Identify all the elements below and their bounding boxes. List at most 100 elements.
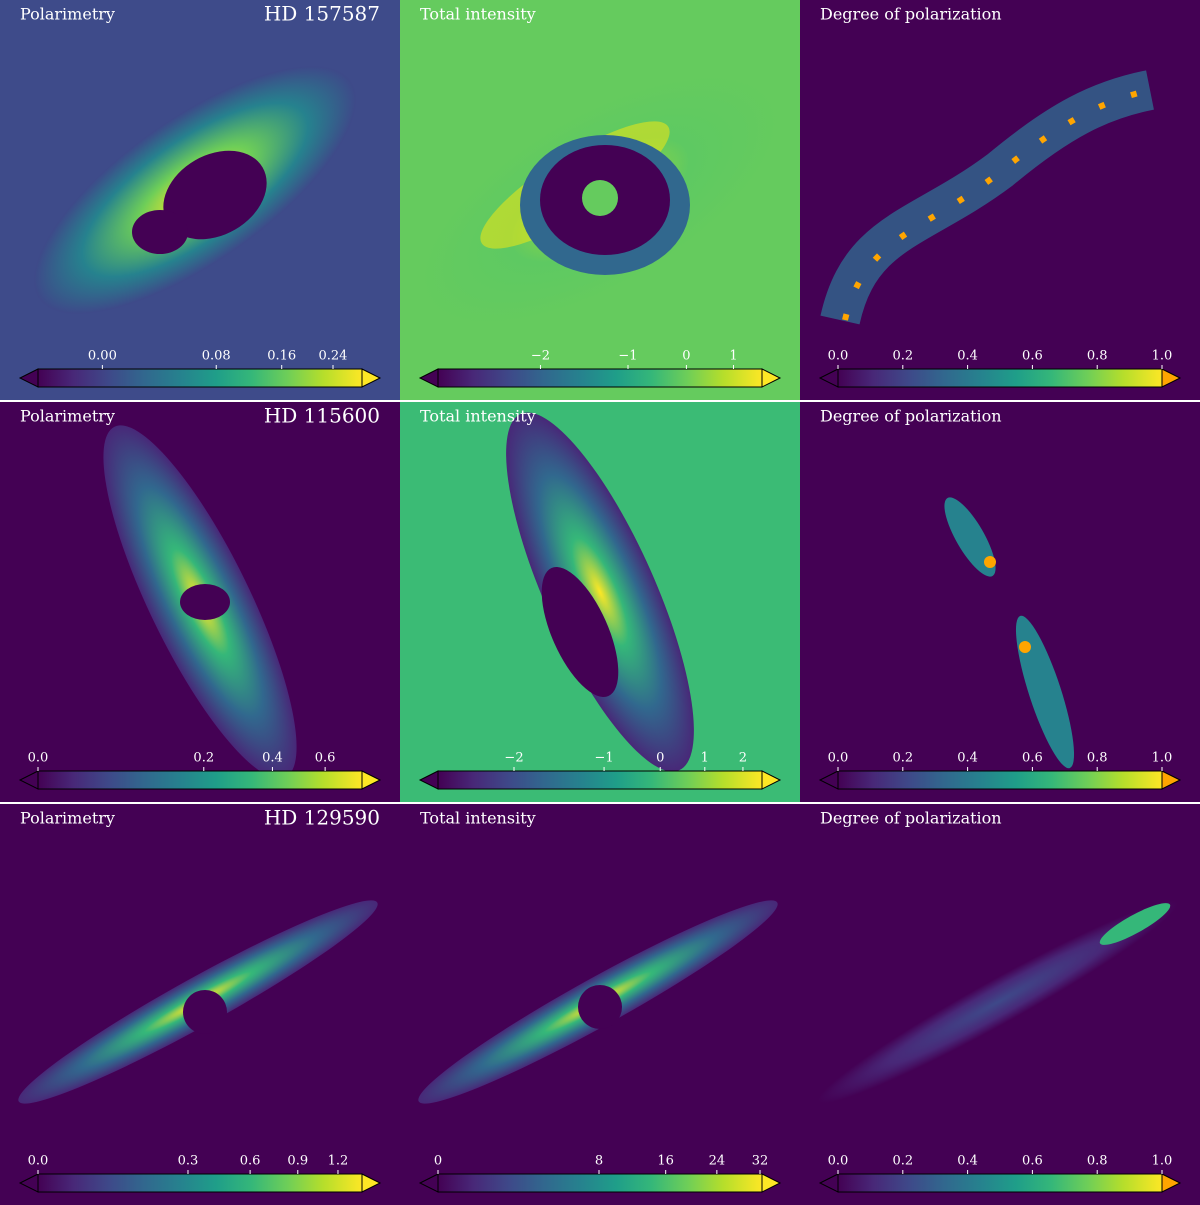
colorbar-tick-label: 0.3 xyxy=(178,1154,199,1169)
panel: Polarimetry HD 129590 0.0 0.3 0.6 0.9 1.2 xyxy=(0,804,400,1205)
colorbar-over xyxy=(761,368,782,388)
colorbar-tick-label: 0.9 xyxy=(287,1154,308,1169)
colorbar xyxy=(837,770,1163,790)
panel-title: Degree of polarization xyxy=(820,809,1002,828)
panel: Degree of polarization 0.0 0.2 0.4 0.6 0.8 1.0 xyxy=(800,0,1200,400)
colorbar-tick-label: 16 xyxy=(657,1154,674,1169)
colorbar-under xyxy=(418,770,439,790)
colorbar-under xyxy=(18,1173,39,1193)
colorbar-under xyxy=(818,770,839,790)
colorbar-tick-label: 1.0 xyxy=(1152,349,1173,364)
image-region xyxy=(984,556,996,568)
image-region xyxy=(132,210,188,254)
colorbar xyxy=(837,368,1163,388)
colorbar-over xyxy=(761,770,782,790)
colorbar-over xyxy=(361,1173,382,1193)
panel-background xyxy=(800,402,1200,802)
panel-title: Total intensity xyxy=(420,809,536,828)
image-region xyxy=(944,497,996,577)
star-name: HD 157587 xyxy=(264,2,380,26)
panel: Polarimetry HD 115600 0.0 0.2 0.4 0.6 xyxy=(0,402,400,802)
colorbar-tick-label: 1 xyxy=(729,349,737,364)
image-region xyxy=(1015,615,1075,769)
colorbar-tick-label: 2 xyxy=(739,751,747,766)
colorbar-tick-label: 0.08 xyxy=(202,349,231,364)
star-name: HD 115600 xyxy=(264,404,380,428)
panel-title: Degree of polarization xyxy=(820,5,1002,24)
colorbar-under xyxy=(418,368,439,388)
colorbar-over xyxy=(361,368,382,388)
colorbar-tick-label: 0.6 xyxy=(315,751,336,766)
colorbar-tick-label: 0 xyxy=(682,349,690,364)
colorbar-over xyxy=(1161,1173,1182,1193)
colorbar-tick-label: −2 xyxy=(531,349,550,364)
colorbar-tick-label: 0.24 xyxy=(319,349,348,364)
colorbar-tick-label: 0.4 xyxy=(957,349,978,364)
colorbar-tick-label: 0.2 xyxy=(892,751,913,766)
colorbar-tick-label: 0.0 xyxy=(828,349,849,364)
image-region xyxy=(1019,641,1031,653)
panel-title: Polarimetry xyxy=(20,407,115,426)
panel-title: Total intensity xyxy=(420,5,536,24)
colorbar xyxy=(437,770,763,790)
colorbar xyxy=(437,1173,763,1193)
colorbar-tick-label: 0.4 xyxy=(957,1154,978,1169)
colorbar-tick-label: −1 xyxy=(618,349,637,364)
colorbar-tick-label: 0.0 xyxy=(828,751,849,766)
colorbar-tick-label: 0.0 xyxy=(28,1154,49,1169)
colorbar-tick-label: 0.0 xyxy=(828,1154,849,1169)
colorbar xyxy=(37,1173,363,1193)
colorbar-tick-label: 32 xyxy=(752,1154,769,1169)
image-region xyxy=(582,180,618,216)
image-region xyxy=(818,900,1178,1104)
image-region xyxy=(506,412,694,772)
colorbar-tick-label: 0.6 xyxy=(1022,349,1043,364)
colorbar-tick-label: 0.2 xyxy=(892,349,913,364)
colorbar-under xyxy=(818,368,839,388)
colorbar-tick-label: 1.0 xyxy=(1152,1154,1173,1169)
colorbar-tick-label: 1.2 xyxy=(328,1154,349,1169)
panel-title: Polarimetry xyxy=(20,809,115,828)
colorbar-over xyxy=(361,770,382,790)
image-region xyxy=(183,990,227,1034)
image-region xyxy=(842,87,1151,321)
colorbar-tick-label: 0.0 xyxy=(28,751,49,766)
colorbar-tick-label: −1 xyxy=(594,751,613,766)
image-region xyxy=(163,150,267,240)
panel-title: Polarimetry xyxy=(20,5,115,24)
colorbar-tick-label: 8 xyxy=(595,1154,603,1169)
colorbar-tick-label: 0.8 xyxy=(1087,751,1108,766)
colorbar xyxy=(37,770,363,790)
colorbar-under xyxy=(418,1173,439,1193)
colorbar-tick-label: 0 xyxy=(656,751,664,766)
colorbar-tick-label: 0 xyxy=(434,1154,442,1169)
colorbar-tick-label: 0.2 xyxy=(193,751,214,766)
colorbar-tick-label: 0.6 xyxy=(1022,751,1043,766)
colorbar-under xyxy=(818,1173,839,1193)
colorbar-tick-label: −2 xyxy=(504,751,523,766)
colorbar-under xyxy=(18,770,39,790)
colorbar xyxy=(37,368,363,388)
image-region xyxy=(541,567,619,697)
colorbar-tick-label: 1 xyxy=(701,751,709,766)
panel: Total intensity −2 −1 0 1 xyxy=(400,0,800,400)
panel: Degree of polarization 0.0 0.2 0.4 0.6 0.8 1.0 xyxy=(800,402,1200,802)
image-region xyxy=(180,584,230,620)
colorbar-tick-label: 0.6 xyxy=(240,1154,261,1169)
colorbar xyxy=(437,368,763,388)
panel: Total intensity −2 −1 0 1 2 xyxy=(400,402,800,802)
colorbar-tick-label: 0.4 xyxy=(957,751,978,766)
colorbar-tick-label: 0.6 xyxy=(1022,1154,1043,1169)
panel-title: Total intensity xyxy=(420,407,536,426)
colorbar-tick-label: 0.8 xyxy=(1087,349,1108,364)
panel-background xyxy=(800,0,1200,400)
colorbar-tick-label: 24 xyxy=(709,1154,726,1169)
colorbar-tick-label: 1.0 xyxy=(1152,751,1173,766)
colorbar-tick-label: 0.00 xyxy=(88,349,117,364)
panel-title: Degree of polarization xyxy=(820,407,1002,426)
colorbar-over xyxy=(1161,770,1182,790)
colorbar-over xyxy=(761,1173,782,1193)
panel: Degree of polarization 0.0 0.2 0.4 0.6 0.8 1.0 xyxy=(800,804,1200,1205)
star-name: HD 129590 xyxy=(264,806,380,830)
